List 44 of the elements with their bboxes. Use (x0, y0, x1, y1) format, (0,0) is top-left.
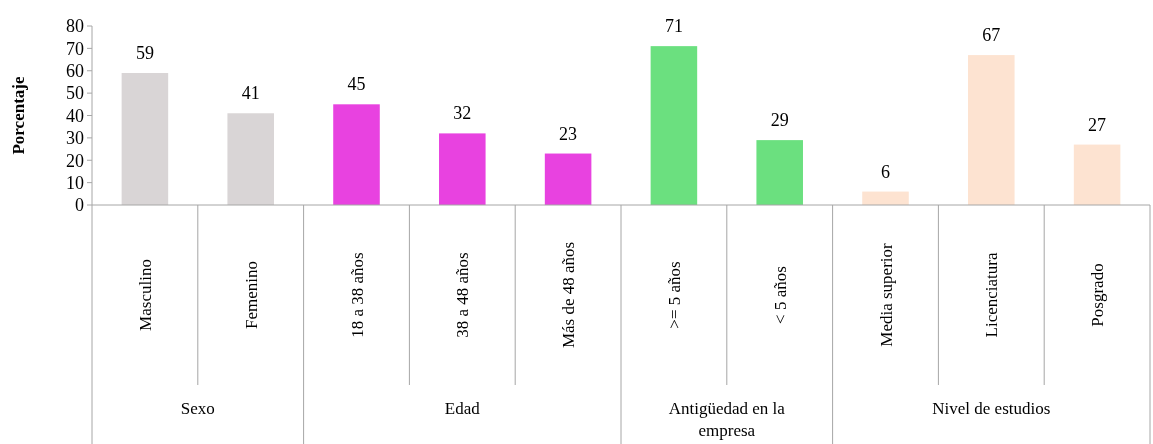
data-label: 59 (135, 42, 154, 63)
data-label: 67 (982, 25, 1001, 46)
x-tick-label: Licenciatura (982, 252, 1002, 338)
bar (650, 46, 698, 205)
text: Edad (444, 399, 481, 418)
data-label: 27 (1088, 114, 1107, 135)
y-tick-label: 70 (66, 38, 84, 59)
y-tick-label: 80 (66, 16, 84, 37)
x-tick-label: Femenino (241, 261, 261, 329)
y-tick-label: 40 (66, 105, 84, 126)
y-tick-label: 10 (66, 172, 84, 193)
data-label: 45 (347, 74, 366, 95)
x-tick-label: Masculino (135, 259, 155, 331)
y-tick-label: 0 (75, 195, 84, 216)
x-tick-label: Más de 48 años (559, 241, 579, 349)
bar (333, 104, 380, 205)
y-tick-label: 60 (66, 61, 84, 82)
text: Sexo (180, 399, 215, 418)
bar (756, 140, 803, 205)
data-label: 32 (453, 103, 472, 124)
bar (439, 133, 486, 205)
bar (227, 113, 274, 205)
data-label: 29 (770, 110, 789, 131)
bar (544, 153, 592, 205)
bar (1073, 144, 1121, 205)
bar (121, 72, 169, 205)
x-tick-label: Posgrado (1088, 263, 1108, 327)
x-tick-label: < 5 años (770, 266, 790, 324)
x-tick-label: Media superior (876, 242, 896, 347)
bar (968, 55, 1015, 205)
text: Nivel de estudios (932, 399, 1051, 418)
x-tick-label: >= 5 años (664, 261, 684, 329)
x-tick-label: 38 a 48 años (453, 252, 473, 338)
data-label: 41 (241, 83, 260, 104)
data-label: 23 (559, 123, 578, 144)
y-axis-title: Porcentaje (9, 76, 28, 155)
y-tick-label: 50 (66, 83, 84, 104)
text: Antigüedad en la empresa (668, 399, 786, 440)
y-tick-label: 30 (66, 128, 84, 149)
bar (862, 191, 909, 205)
x-tick-label: 18 a 38 años (347, 252, 367, 338)
y-tick-label: 20 (66, 150, 84, 171)
data-label: 6 (881, 161, 890, 182)
data-label: 71 (664, 16, 683, 37)
